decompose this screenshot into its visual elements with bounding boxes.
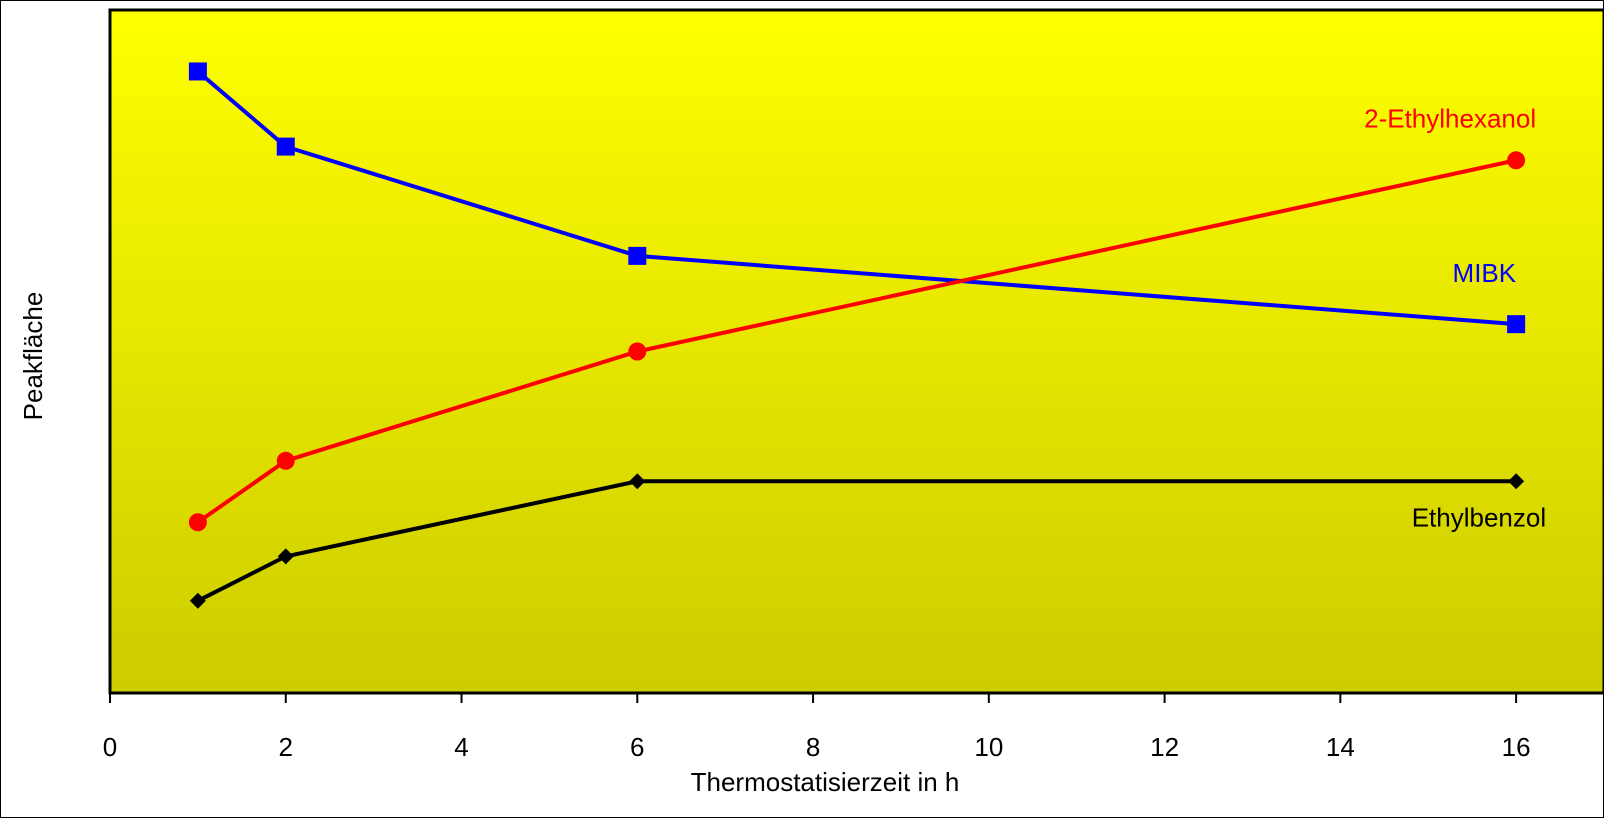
series-ethylbenzol [189, 473, 1525, 609]
data-point [277, 548, 294, 565]
data-point [1508, 473, 1525, 490]
series-line [196, 158, 1517, 524]
data-point [628, 246, 647, 265]
data-point [188, 513, 207, 532]
series-mibk [188, 62, 1526, 334]
series-line [196, 69, 1517, 327]
data-point [276, 137, 295, 156]
series-label: Ethylbenzol [1412, 502, 1546, 532]
data-point [629, 473, 646, 490]
x-tick-label: 12 [1150, 732, 1179, 762]
x-tick-label: 14 [1326, 732, 1355, 762]
plot-area [108, 8, 1604, 695]
series-line [196, 479, 1517, 603]
y-axis-title: Peakfläche [18, 292, 48, 421]
series-2-ethylhexanol [188, 151, 1526, 532]
series-layer [188, 62, 1526, 609]
series-label: MIBK [1453, 258, 1517, 288]
data-point [189, 592, 206, 609]
x-tick-label: 0 [103, 732, 117, 762]
series-label: 2-Ethylhexanol [1364, 103, 1536, 133]
x-axis: 0 2 4 6 8 10 12 14 16 [103, 693, 1531, 762]
series-labels: MIBK 2-Ethylhexanol Ethylbenzol [1364, 103, 1546, 532]
x-tick-label: 6 [630, 732, 644, 762]
x-tick-label: 8 [806, 732, 820, 762]
data-point [1507, 151, 1526, 170]
data-point [276, 451, 295, 470]
x-tick-label: 2 [279, 732, 293, 762]
data-point [628, 342, 647, 361]
x-tick-label: 16 [1502, 732, 1531, 762]
data-point [188, 62, 207, 81]
x-tick-label: 10 [974, 732, 1003, 762]
data-point [1507, 315, 1526, 334]
x-tick-label: 4 [454, 732, 468, 762]
x-axis-title: Thermostatisierzeit in h [691, 767, 960, 797]
